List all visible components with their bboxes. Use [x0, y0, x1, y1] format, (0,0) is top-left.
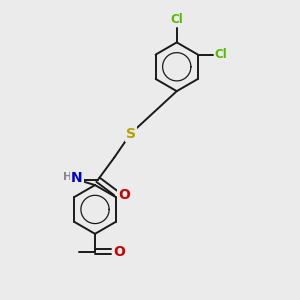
- Text: N: N: [71, 171, 82, 185]
- Text: O: O: [113, 245, 125, 259]
- Text: Cl: Cl: [170, 13, 183, 26]
- Text: H: H: [63, 172, 72, 182]
- Text: O: O: [118, 188, 130, 202]
- Text: S: S: [126, 127, 136, 141]
- Text: Cl: Cl: [215, 48, 227, 61]
